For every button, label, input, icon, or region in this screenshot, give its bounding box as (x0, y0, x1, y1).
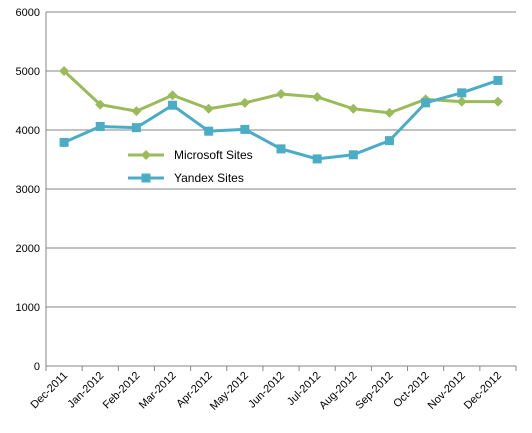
data-point-marker (348, 150, 358, 160)
legend-label: Microsoft Sites (174, 148, 253, 162)
axes (45, 12, 517, 371)
data-point-marker (168, 100, 178, 110)
data-point-marker (384, 136, 394, 146)
y-tick-labels: 0 1000 2000 3000 4000 5000 6000 (16, 7, 40, 373)
data-point-marker (384, 107, 395, 118)
gridlines (46, 11, 516, 308)
y-tick-label: 6000 (16, 7, 40, 19)
legend-marker (141, 150, 151, 160)
x-tick-label: Feb-2012 (101, 370, 143, 412)
series-lines (59, 66, 503, 164)
legend: Microsoft Sites Yandex Sites (128, 148, 253, 185)
data-point-marker (59, 66, 70, 76)
data-point-marker (276, 144, 286, 154)
data-point-marker (492, 96, 503, 107)
x-tick-label: Dec-2012 (462, 370, 504, 412)
data-point-marker (348, 103, 359, 114)
data-point-marker (456, 96, 467, 107)
y-tick-label: 5000 (16, 66, 40, 78)
x-tick-label: Jan-2012 (65, 370, 106, 411)
data-point-marker (421, 98, 431, 108)
x-tick-label: Nov-2012 (426, 370, 468, 412)
x-tick-label: Aug-2012 (317, 370, 359, 412)
data-point-marker (131, 123, 141, 133)
y-tick-label: 2000 (16, 243, 40, 255)
x-tick-label: May-2012 (208, 370, 251, 413)
data-point-marker (203, 103, 214, 114)
data-point-marker (204, 126, 214, 136)
y-tick-label: 4000 (16, 125, 40, 137)
x-tick-label: Sep-2012 (353, 370, 395, 412)
data-point-marker (239, 97, 250, 108)
legend-label: Yandex Sites (174, 171, 244, 185)
x-tick-labels: Dec-2011Jan-2012Feb-2012Mar-2012Apr-2012… (29, 370, 504, 413)
data-point-marker (312, 91, 323, 102)
data-point-marker (131, 106, 142, 117)
data-point-marker (276, 89, 286, 100)
data-point-marker (493, 75, 503, 85)
data-point-marker (312, 154, 322, 164)
y-tick-label: 1000 (16, 302, 40, 314)
data-point-marker (240, 124, 250, 134)
x-tick-label: Mar-2012 (137, 370, 179, 412)
x-tick-label: Jun-2012 (246, 370, 287, 411)
legend-marker (141, 173, 151, 183)
data-point-marker (95, 99, 106, 110)
x-tick-label: Dec-2011 (29, 370, 71, 412)
data-point-marker (59, 137, 69, 147)
y-tick-label: 3000 (16, 184, 40, 196)
data-point-marker (457, 88, 467, 98)
data-point-marker (95, 121, 105, 131)
data-point-marker (167, 90, 178, 101)
y-tick-label: 0 (34, 361, 40, 373)
